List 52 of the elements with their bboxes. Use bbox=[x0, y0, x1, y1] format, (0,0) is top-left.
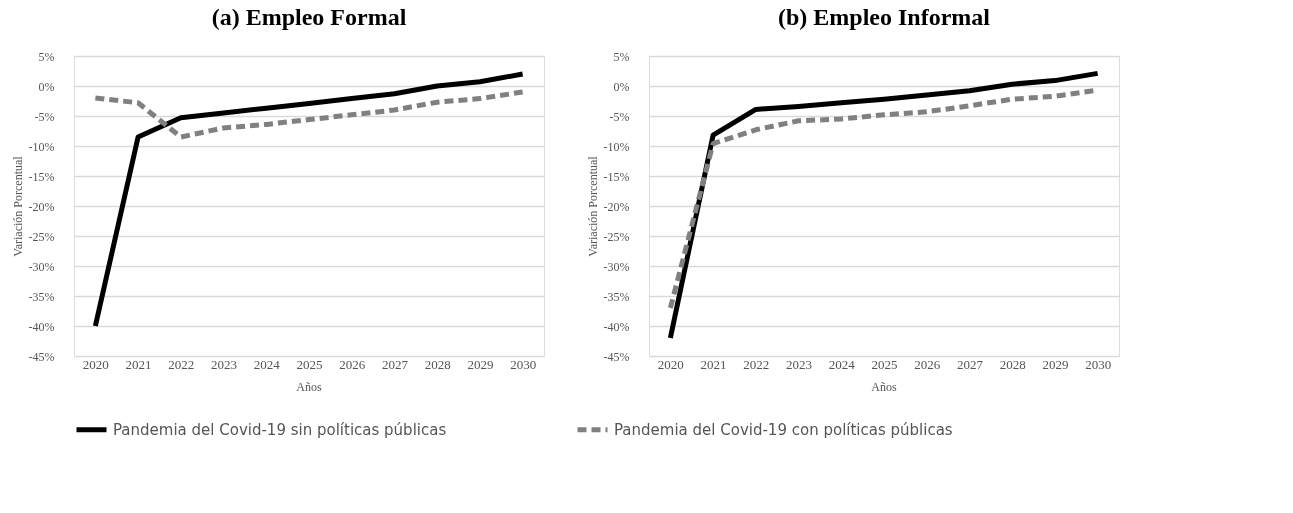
x-axis-title: Años bbox=[296, 380, 322, 394]
x-tick-label: 2026 bbox=[914, 356, 941, 372]
y-tick-label: 0% bbox=[38, 79, 55, 94]
x-axis-title: Años bbox=[871, 380, 897, 394]
x-tick-label: 2030 bbox=[510, 356, 537, 372]
x-tick-label: 2020 bbox=[657, 356, 684, 372]
x-tick-label: 2027 bbox=[381, 356, 409, 372]
y-tick-label: -30% bbox=[603, 259, 630, 274]
chart-title: (a) Empleo Formal bbox=[211, 4, 407, 30]
y-axis-title: Variación Porcentual bbox=[10, 155, 25, 257]
x-tick-label: 2023 bbox=[786, 356, 813, 372]
y-tick-label: -25% bbox=[603, 229, 630, 244]
x-tick-label: 2029 bbox=[467, 356, 494, 372]
x-tick-label: 2020 bbox=[82, 356, 109, 372]
x-tick-label: 2026 bbox=[339, 356, 366, 372]
x-tick-label: 2025 bbox=[871, 356, 898, 372]
x-tick-label: 2024 bbox=[253, 356, 281, 372]
y-tick-label: -10% bbox=[603, 139, 630, 154]
y-tick-label: -45% bbox=[28, 349, 55, 364]
y-tick-label: 5% bbox=[613, 49, 630, 64]
y-tick-label: -40% bbox=[28, 319, 55, 334]
legend-label: Pandemia del Covid-19 con políticas públicas bbox=[614, 420, 953, 439]
y-tick-label: -45% bbox=[603, 349, 630, 364]
y-tick-label: -35% bbox=[28, 289, 55, 304]
x-tick-label: 2027 bbox=[956, 356, 984, 372]
y-tick-label: -5% bbox=[34, 109, 55, 124]
y-tick-label: -20% bbox=[603, 199, 630, 214]
y-tick-label: -15% bbox=[603, 169, 630, 184]
x-tick-label: 2025 bbox=[296, 356, 323, 372]
y-tick-label: -25% bbox=[28, 229, 55, 244]
x-tick-label: 2021 bbox=[700, 356, 727, 372]
x-tick-label: 2021 bbox=[125, 356, 152, 372]
x-tick-label: 2028 bbox=[424, 356, 451, 372]
x-tick-label: 2024 bbox=[828, 356, 856, 372]
y-tick-label: 0% bbox=[613, 79, 630, 94]
x-tick-label: 2022 bbox=[743, 356, 770, 372]
y-tick-label: 5% bbox=[38, 49, 55, 64]
x-tick-label: 2029 bbox=[1042, 356, 1069, 372]
legend-label: Pandemia del Covid-19 sin políticas públicas bbox=[113, 420, 447, 439]
x-tick-label: 2030 bbox=[1085, 356, 1112, 372]
x-tick-label: 2028 bbox=[999, 356, 1026, 372]
y-tick-label: -20% bbox=[28, 199, 55, 214]
y-tick-label: -15% bbox=[28, 169, 55, 184]
y-tick-label: -30% bbox=[28, 259, 55, 274]
y-tick-label: -35% bbox=[603, 289, 630, 304]
x-tick-label: 2022 bbox=[168, 356, 195, 372]
y-tick-label: -10% bbox=[28, 139, 55, 154]
y-tick-label: -40% bbox=[603, 319, 630, 334]
x-tick-label: 2023 bbox=[211, 356, 238, 372]
y-tick-label: -5% bbox=[609, 109, 630, 124]
y-axis-title: Variación Porcentual bbox=[585, 155, 600, 257]
chart-title: (b) Empleo Informal bbox=[778, 4, 991, 30]
